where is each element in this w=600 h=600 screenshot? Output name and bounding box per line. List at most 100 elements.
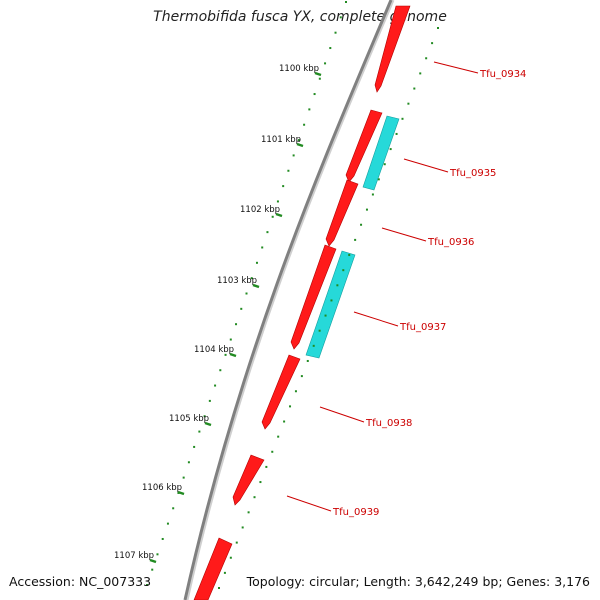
inner-track-dot [294,390,297,393]
topology-text: Topology: circular; Length: 3,642,249 bp… [246,574,590,589]
feature-bar-2[interactable] [305,250,356,359]
outer-track-dot [166,522,169,525]
scale-tick-label: 1106 kbp [142,483,182,493]
gene-label-tfu-0937[interactable]: Tfu_0937 [399,322,446,333]
inner-track-dot [431,42,434,45]
outer-track-dot [193,445,196,448]
outer-track-dot [334,31,337,34]
gene-label-leader [319,406,365,423]
inner-track-dot [235,541,238,544]
outer-track-dot [229,338,232,341]
inner-track-dot [300,375,303,378]
scale-tick-mark [177,490,185,496]
outer-track-dot [329,47,332,50]
inner-track-dot [401,117,404,120]
inner-track-dot [377,178,380,181]
gene-label-tfu-0936[interactable]: Tfu_0936 [427,237,474,248]
inner-track-dot [354,238,357,241]
outer-track-dot [198,430,201,433]
scale-tick-mark [314,71,322,77]
outer-track-dot [146,584,148,586]
map-title: Thermobifida fusca YX, complete genome [153,9,447,25]
gene-arrow-tfu-0934[interactable] [374,5,411,93]
inner-track-dot [360,223,363,226]
outer-track-dot [292,154,295,157]
feature-bar-1[interactable] [362,115,400,191]
outer-track-dot [339,16,342,19]
gene-label-leader [433,61,479,74]
outer-track-dot [255,261,258,264]
gene-arrow-tfu-0937[interactable] [290,244,337,350]
gene-label-tfu-0934[interactable]: Tfu_0934 [479,69,526,80]
gene-label-leader [381,227,427,242]
outer-track-dot [224,353,227,356]
gene-labels: Tfu_0934 Tfu_0935 Tfu_0936 Tfu_0937 Tfu_0938… [286,61,526,518]
scale-tick-label: 1100 kbp [279,64,319,74]
gene-label-leader [286,495,332,512]
inner-track-dot [336,284,339,287]
scale-tick-label: 1102 kbp [240,205,280,215]
inner-track-dot [283,420,286,423]
gene-arrow-tfu-0938[interactable] [261,354,301,430]
outer-track-dot [276,200,279,203]
scale-tick-mark [229,352,237,358]
inner-track-dot [265,465,268,468]
inner-track-dot [389,148,392,151]
accession-text: Accession: NC_007333 [9,574,152,589]
inner-track-dot [413,87,416,90]
scale-tick-label: 1103 kbp [217,276,257,286]
inner-track-dot [289,405,292,408]
scale-ticks: 1100 kbp 1101 kbp 1102 kbp 1103 kbp 1104 kbp… [114,64,322,564]
outer-track-dot [214,384,217,387]
inner-track-dot [365,208,368,211]
outer-track-dot [245,292,248,295]
outer-track-dot [151,568,154,571]
gene-label-tfu-0939[interactable]: Tfu_0939 [332,507,379,518]
gene-label-tfu-0935[interactable]: Tfu_0935 [449,168,496,179]
gene-arrow-tfu-0935[interactable] [345,109,383,183]
feature-bars [305,115,400,359]
inner-track-dot [318,329,321,332]
inner-track-dot [330,299,333,302]
inner-track-dot [348,254,351,257]
outer-track-dot [297,139,300,142]
outer-track-dot [303,123,306,126]
scale-tick-mark [275,212,283,218]
inner-track-dot [223,571,226,574]
outer-track-dot [250,277,253,280]
inner-track-dot [395,132,398,135]
outer-track-dot [271,215,274,218]
inner-track-dot [437,27,439,29]
gene-label-tfu-0938[interactable]: Tfu_0938 [365,418,412,429]
outer-track-dot [235,323,238,326]
inner-track-dot [342,269,345,272]
scale-tick-mark [296,142,304,148]
scale-tick-label: 1104 kbp [194,345,234,355]
inner-track-dot [324,314,327,317]
outer-track-dot [324,62,327,65]
outer-track-dot [219,369,222,372]
gene-arrow-tfu-0939[interactable] [232,454,265,506]
inner-track-dot [419,72,422,75]
inner-track-dot [253,496,256,499]
scale-tick-label: 1101 kbp [261,135,301,145]
gene-arrow-next[interactable] [193,537,233,600]
gene-label-leader [353,311,399,327]
outer-track-dot [203,415,206,418]
scale-tick-label: 1105 kbp [169,414,209,424]
outer-track-dot [172,507,175,510]
gene-arrow-tfu-0936[interactable] [325,179,359,247]
outer-track-dot [182,476,185,479]
outer-track-dot [308,108,311,111]
outer-track-dot [313,93,316,96]
outer-track-dot [261,246,264,249]
backbone-shadow [185,0,395,600]
inner-track-dot [312,344,315,347]
inner-track-dot [306,359,309,362]
scale-tick-mark [204,421,212,427]
outer-track-dot [156,553,159,556]
inner-track-dot [259,481,262,484]
inner-track-dot [247,511,250,514]
